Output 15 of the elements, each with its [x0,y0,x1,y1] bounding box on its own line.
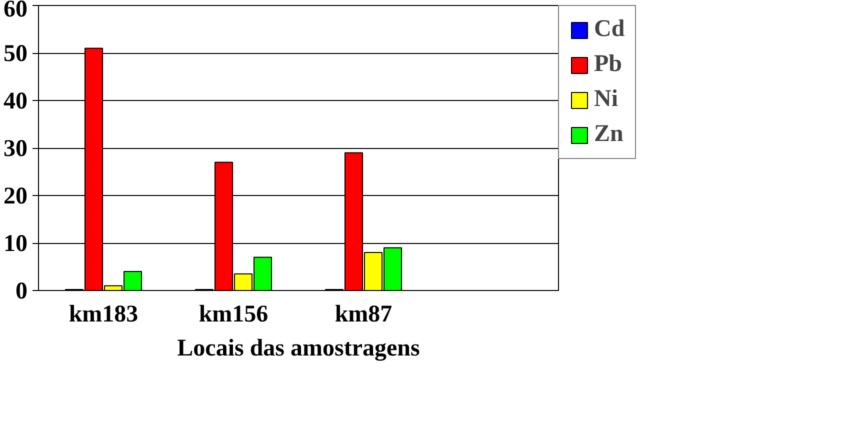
x-tick-label: km156 [198,302,268,328]
x-tick-label: km183 [68,302,138,328]
y-tick-label: 10 [4,231,28,257]
x-tick-label: km87 [334,302,392,328]
x-axis-title: Locais das amostragens [177,336,420,362]
y-tick-label: 50 [4,41,28,67]
legend-label: Cd [594,16,625,43]
legend-label: Ni [594,86,618,113]
y-tick-label: 30 [4,136,28,162]
y-tick-label: 0 [16,278,28,304]
y-tick-label: 40 [4,88,28,114]
legend-label: Zn [594,121,624,148]
y-tick-label: 60 [4,0,28,22]
legend-label: Pb [594,51,622,78]
y-tick-label: 20 [4,184,28,210]
